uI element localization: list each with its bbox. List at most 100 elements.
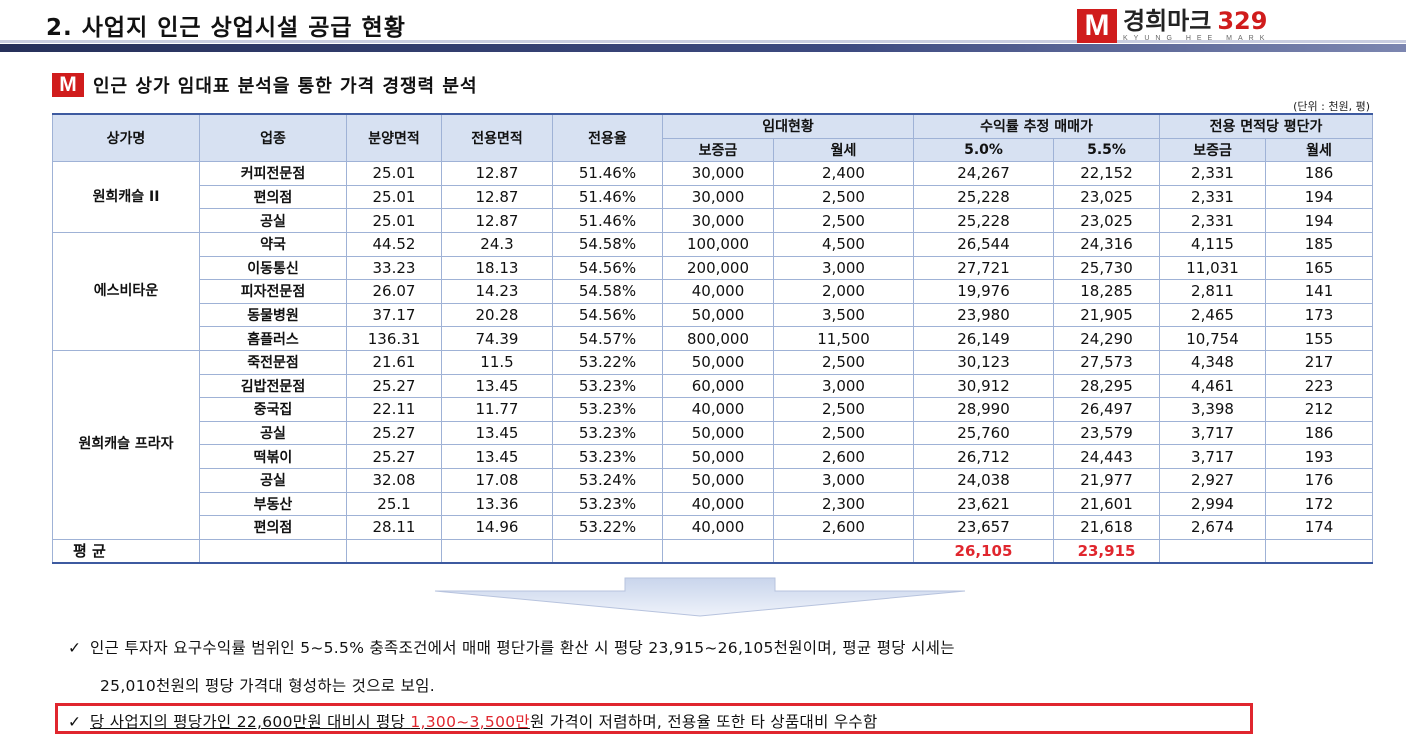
deposit-cell: 200,000 [662,255,774,281]
deposit-cell: 40,000 [662,515,774,540]
header-rate-5-0: 5.0% [913,137,1054,163]
exclusive-rate-cell: 53.23% [552,420,663,446]
title-rule-light [0,40,1406,43]
business-cell: 편의점 [199,515,347,540]
exclusive-rate-cell: 54.56% [552,255,663,281]
exclusive-rate-cell: 54.58% [552,279,663,304]
table-row: 이동통신 33.23 18.13 54.56% 200,000 3,000 27,721 25… [53,255,1374,281]
price-5-5-cell: 26,497 [1052,397,1161,422]
empty-cell [441,538,553,564]
table-row: 공실 32.08 17.08 53.24% 50,000 3,000 24,038 21,97… [53,467,1374,493]
exclusive-area-cell: 18.13 [441,255,553,281]
business-cell: 동물병원 [199,302,347,328]
business-cell: 공실 [199,467,347,493]
business-cell: 공실 [199,208,347,233]
section-m-icon: M [52,73,84,97]
exclusive-area-cell: 13.45 [441,373,553,399]
empty-cell [199,538,347,564]
monthly-rent-cell: 2,600 [773,515,914,540]
sale-area-cell: 33.23 [346,255,442,281]
unit-rent-cell: 141 [1265,279,1374,304]
section-heading: M 인근 상가 임대표 분석을 통한 가격 경쟁력 분석 [52,72,478,98]
average-price-5-5: 23,915 [1052,538,1161,564]
logo-subtitle: KYUNG HEE MARK [1123,35,1271,42]
deposit-cell: 40,000 [662,279,774,304]
sale-area-cell: 25.27 [346,420,442,446]
store-name-cell: 에스비타운 [52,231,200,351]
empty-cell [552,538,663,564]
empty-cell [1265,538,1374,564]
check-icon: ✓ [68,639,82,657]
sale-area-cell: 32.08 [346,467,442,493]
deposit-cell: 50,000 [662,467,774,493]
exclusive-rate-cell: 53.22% [552,515,663,540]
monthly-rent-cell: 11,500 [773,326,914,351]
table-row: 홈플러스 136.31 74.39 54.57% 800,000 11,500 26,149… [53,326,1374,351]
unit-deposit-cell: 3,717 [1159,444,1267,469]
price-5-0-cell: 30,123 [913,349,1054,375]
header-deposit: 보증금 [662,137,774,163]
header-monthly-rent: 월세 [773,137,914,163]
store-name-cell: 원희캐슬 프라자 [52,349,200,540]
monthly-rent-cell: 2,400 [773,161,914,186]
monthly-rent-cell: 2,000 [773,279,914,304]
table-body: 원희캐슬 II 커피전문점 25.01 12.87 51.46% 30,000 2,400 2… [52,161,1374,564]
price-5-5-cell: 24,443 [1052,444,1161,469]
sale-area-cell: 44.52 [346,231,442,257]
price-5-5-cell: 23,579 [1052,420,1161,446]
deposit-cell: 50,000 [662,444,774,469]
exclusive-area-cell: 13.36 [441,491,553,517]
page-title: 2. 사업지 인근 상업시설 공급 현황 [46,15,406,41]
business-cell: 중국집 [199,397,347,422]
sale-area-cell: 25.01 [346,208,442,233]
exclusive-area-cell: 12.87 [441,208,553,233]
monthly-rent-cell: 2,500 [773,349,914,375]
exclusive-area-cell: 13.45 [441,444,553,469]
exclusive-rate-cell: 53.23% [552,397,663,422]
sale-area-cell: 21.61 [346,349,442,375]
price-5-0-cell: 25,228 [913,184,1054,210]
exclusive-area-cell: 24.3 [441,231,553,257]
note-text-3-suffix: 원 가격이 저렴하며, 전용율 또한 타 상품대비 우수함 [529,713,878,731]
average-row: 평 균 26,105 23,915 [52,538,1374,564]
price-5-0-cell: 30,912 [913,373,1054,399]
exclusive-rate-cell: 53.23% [552,373,663,399]
section-title: 인근 상가 임대표 분석을 통한 가격 경쟁력 분석 [93,76,478,97]
exclusive-rate-cell: 53.24% [552,467,663,493]
unit-rent-cell: 172 [1265,491,1374,517]
business-cell: 공실 [199,420,347,446]
price-5-5-cell: 18,285 [1052,279,1161,304]
price-5-5-cell: 23,025 [1052,184,1161,210]
monthly-rent-cell: 2,500 [773,420,914,446]
header-business: 업종 [199,113,347,163]
exclusive-area-cell: 12.87 [441,184,553,210]
table-row: 공실 25.01 12.87 51.46% 30,000 2,500 25,228 23,02… [53,208,1374,233]
price-5-0-cell: 24,267 [913,161,1054,186]
unit-deposit-cell: 4,348 [1159,349,1267,375]
note-line-1: ✓ 인근 투자자 요구수익률 범위인 5~5.5% 충족조건에서 매매 평단가를 … [68,636,955,658]
unit-label: (단위 : 천원, 평) [1293,100,1370,113]
table-row: 중국집 22.11 11.77 53.23% 40,000 2,500 28,990 26,4… [53,397,1374,422]
unit-rent-cell: 186 [1265,161,1374,186]
header-unit-deposit: 보증금 [1159,137,1267,163]
header-exclusive-area: 전용면적 [441,113,553,163]
monthly-rent-cell: 2,600 [773,444,914,469]
exclusive-rate-cell: 51.46% [552,184,663,210]
header-sale-area: 분양면적 [346,113,442,163]
unit-deposit-cell: 2,674 [1159,515,1267,540]
highlight-box [55,703,1253,734]
sale-area-cell: 25.1 [346,491,442,517]
unit-deposit-cell: 3,717 [1159,420,1267,446]
sale-area-cell: 25.27 [346,444,442,469]
sale-area-cell: 136.31 [346,326,442,351]
header-unit-price: 전용 면적당 평단가 [1159,113,1374,139]
logo-number: 329 [1217,7,1268,35]
price-5-0-cell: 26,544 [913,231,1054,257]
unit-deposit-cell: 3,398 [1159,397,1267,422]
unit-deposit-cell: 2,994 [1159,491,1267,517]
table-row: 편의점 25.01 12.87 51.46% 30,000 2,500 25,228 23,0… [53,184,1374,210]
table-row: 부동산 25.1 13.36 53.23% 40,000 2,300 23,621 21,60… [53,491,1374,517]
company-logo: M 경희마크 329 KYUNG HEE MARK [1077,8,1270,44]
price-5-5-cell: 28,295 [1052,373,1161,399]
table-row: 편의점 28.11 14.96 53.22% 40,000 2,600 23,657 21,6… [53,515,1374,540]
